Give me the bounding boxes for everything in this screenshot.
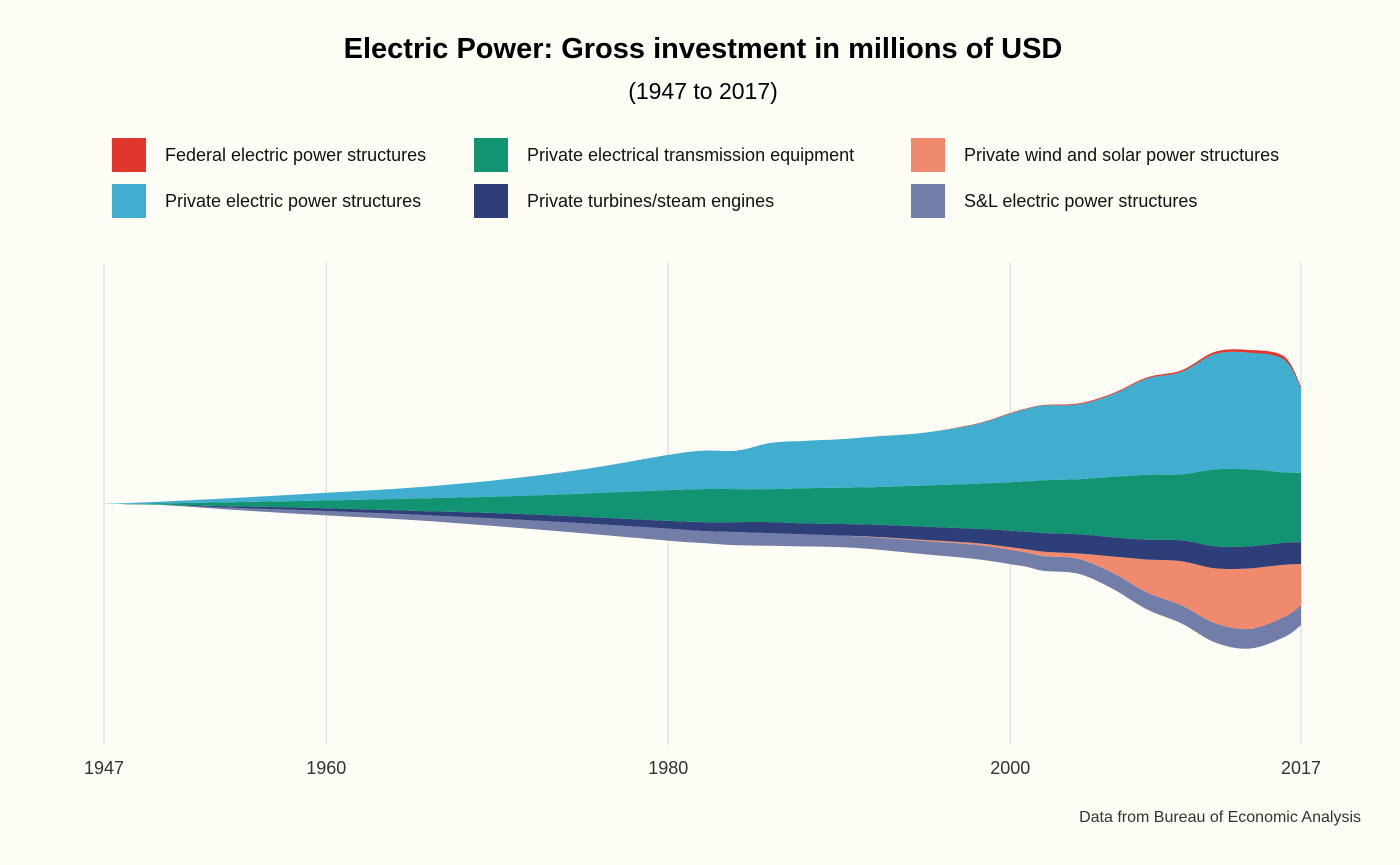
legend-item-private-structures: Private electric power structures <box>112 184 421 218</box>
chart-subtitle: (1947 to 2017) <box>628 78 778 104</box>
stream-layer-s-l-electric-power-structures <box>104 503 1301 649</box>
stream-layers <box>104 349 1301 649</box>
legend-item-federal: Federal electric power structures <box>112 138 426 172</box>
legend-item-private-turbines: Private turbines/steam engines <box>474 184 774 218</box>
legend-swatch <box>112 138 146 172</box>
stream-layer-private-electric-power-structures <box>104 351 1301 504</box>
source-caption: Data from Bureau of Economic Analysis <box>1079 809 1361 826</box>
legend-label: Private turbines/steam engines <box>527 190 775 211</box>
legend-label: Private electric power structures <box>165 190 422 211</box>
legend-swatch <box>474 138 508 172</box>
legend-label: Private wind and solar power structures <box>964 144 1280 165</box>
stream-layer-private-turbines-steam-engines <box>104 504 1301 570</box>
x-axis-ticks: 1947 1960 1980 2000 2017 <box>84 758 1321 778</box>
legend-swatch <box>112 184 146 218</box>
chart-title: Electric Power: Gross investment in mill… <box>343 33 1063 65</box>
legend-swatch <box>911 138 945 172</box>
x-tick-label: 1947 <box>84 758 124 778</box>
x-tick-label: 2000 <box>990 758 1030 778</box>
legend-label: Private electrical transmission equipmen… <box>527 144 855 165</box>
legend-item-private-transmission: Private electrical transmission equipmen… <box>474 138 854 172</box>
legend-swatch <box>474 184 508 218</box>
x-tick-label: 1980 <box>648 758 688 778</box>
legend-label: S&L electric power structures <box>964 190 1198 211</box>
stream-layer-private-electrical-transmission-equipment <box>104 468 1301 548</box>
legend-label: Federal electric power structures <box>165 144 427 165</box>
x-tick-label: 2017 <box>1281 758 1321 778</box>
legend-item-private-wind-solar: Private wind and solar power structures <box>911 138 1279 172</box>
x-tick-label: 1960 <box>306 758 346 778</box>
legend-swatch <box>911 184 945 218</box>
legend-item-sl-structures: S&L electric power structures <box>911 184 1197 218</box>
